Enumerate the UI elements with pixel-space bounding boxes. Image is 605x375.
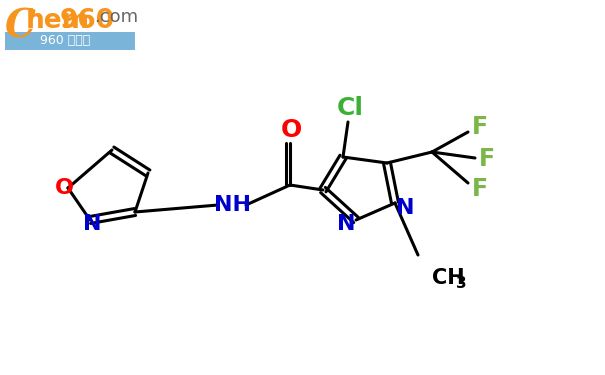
Text: 960: 960 <box>60 8 115 34</box>
FancyBboxPatch shape <box>5 32 135 50</box>
Text: Cl: Cl <box>336 96 364 120</box>
Text: O: O <box>280 118 302 142</box>
Text: 960 化工网: 960 化工网 <box>40 34 90 48</box>
Text: F: F <box>472 177 488 201</box>
Text: 3: 3 <box>456 276 466 291</box>
Text: F: F <box>479 147 495 171</box>
Text: .com: .com <box>94 8 138 26</box>
Text: hem: hem <box>26 8 90 34</box>
Text: F: F <box>472 115 488 139</box>
Text: CH: CH <box>432 268 465 288</box>
Text: NH: NH <box>214 195 250 215</box>
Text: N: N <box>337 214 355 234</box>
Text: N: N <box>83 214 101 234</box>
Text: O: O <box>54 178 73 198</box>
Text: C: C <box>5 8 36 46</box>
Text: N: N <box>396 198 414 218</box>
